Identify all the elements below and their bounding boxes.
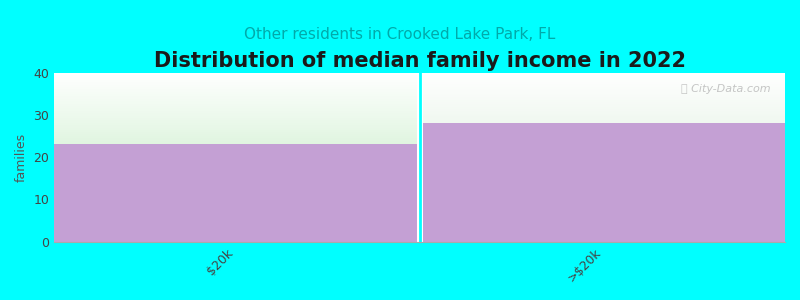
Text: Other residents in Crooked Lake Park, FL: Other residents in Crooked Lake Park, FL — [244, 27, 556, 42]
Title: Distribution of median family income in 2022: Distribution of median family income in … — [154, 51, 686, 71]
Text: ⓘ City-Data.com: ⓘ City-Data.com — [681, 84, 770, 94]
Y-axis label: families: families — [15, 133, 28, 182]
